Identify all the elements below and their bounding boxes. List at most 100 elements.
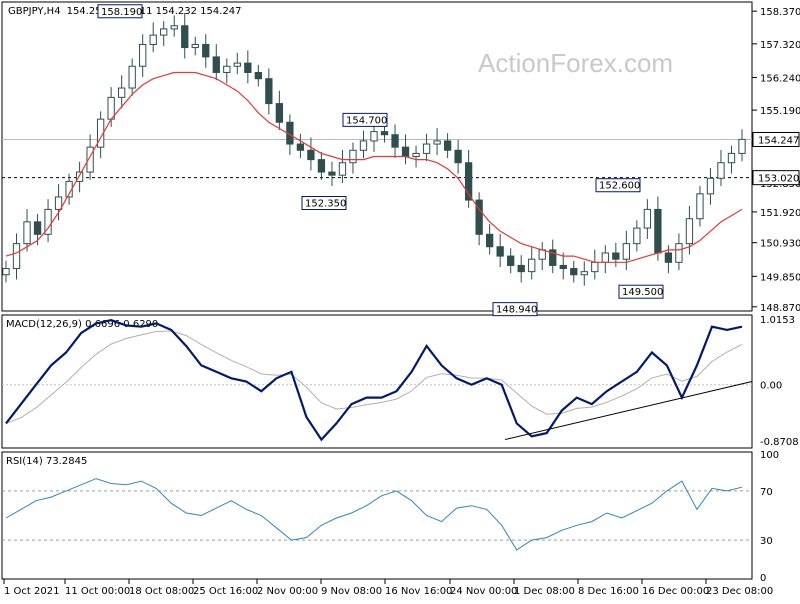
price-tick-label: 150.930 <box>760 239 800 250</box>
candle-body <box>496 246 504 257</box>
candle-body <box>12 243 21 270</box>
price-annotation-label: 152.600 <box>599 181 640 192</box>
candle-body <box>633 227 641 245</box>
rsi-panel-frame <box>1 451 753 580</box>
candle-body <box>591 261 599 273</box>
price-annotation-label: 152.350 <box>305 199 346 210</box>
candle-body <box>223 65 231 73</box>
candle-body <box>454 149 462 164</box>
candle-body <box>139 43 147 67</box>
candle-body <box>538 249 546 260</box>
support-price-label: 153.020 <box>758 174 799 185</box>
candle-body <box>23 221 31 245</box>
candle-body <box>380 131 389 136</box>
candle-body <box>528 258 536 273</box>
rsi-layer <box>5 478 743 551</box>
candle-body <box>296 143 305 151</box>
candle-body <box>202 43 210 58</box>
price-title: GBPJPY,H4 154.258 154.311 154.232 154.247 <box>8 6 242 17</box>
candle-body <box>486 233 494 248</box>
x-tick-label: 2 Nov 00:00 <box>257 586 318 597</box>
candle-body <box>191 43 199 49</box>
candle-body <box>412 152 420 158</box>
x-tick-label: 23 Dec 08:00 <box>706 586 773 597</box>
candle-body <box>244 62 252 73</box>
macd-line <box>5 319 743 442</box>
candle-body <box>160 28 168 36</box>
price-annotation-label: 148.940 <box>496 305 537 316</box>
candle-body <box>275 103 284 123</box>
candle-body <box>622 243 630 260</box>
macd-signal-line <box>5 330 743 424</box>
candle-body <box>664 252 673 263</box>
candle-body <box>559 264 567 270</box>
current-price-box <box>752 131 800 147</box>
candle-body <box>675 243 683 263</box>
rsi-title: RSI(14) 73.2845 <box>6 456 87 467</box>
macd-trend-line <box>504 381 753 441</box>
price-annotation-label: 158.190 <box>101 7 142 18</box>
candle-body <box>464 162 473 201</box>
candle-body <box>422 143 431 154</box>
candle-body <box>570 268 578 276</box>
price-tick-label: 148.870 <box>760 303 800 314</box>
rsi-tick-label: 30 <box>760 536 773 547</box>
candle-body <box>727 152 736 164</box>
current-price-label: 154.247 <box>758 135 799 146</box>
candle-body <box>706 177 715 195</box>
candle-body <box>549 249 557 266</box>
candle-body <box>685 218 694 245</box>
x-tick-label: 11 Oct 00:00 <box>65 586 130 597</box>
x-tick-label: 18 Oct 08:00 <box>129 586 194 597</box>
candle-body <box>33 221 42 235</box>
candle-body <box>338 162 347 176</box>
candle-body <box>118 87 126 98</box>
candle-body <box>643 208 652 229</box>
support-price-box <box>752 170 800 186</box>
price-layer: 158.190 154.700 152.350 152.600 148.940 149.5… <box>2 4 746 317</box>
candle-body <box>517 264 525 273</box>
price-annotation-box <box>342 112 388 127</box>
candle-body <box>317 159 326 173</box>
price-annotation-box <box>618 284 664 299</box>
x-tick-label: 24 Nov 00:00 <box>450 586 517 597</box>
candle-body <box>717 162 725 179</box>
candle-body <box>149 34 157 45</box>
candle-body <box>370 131 378 142</box>
rsi-line <box>5 478 743 551</box>
candle-body <box>580 271 588 276</box>
x-tick-label: 25 Oct 16:00 <box>193 586 258 597</box>
candle-body <box>328 171 336 176</box>
candle-body <box>75 171 84 182</box>
price-annotation-box <box>301 196 347 211</box>
price-tick-label: 157.320 <box>760 40 800 51</box>
candle-body <box>254 71 262 80</box>
candle-body <box>170 25 178 30</box>
candle-body <box>391 134 399 148</box>
candle-body <box>507 255 515 266</box>
candle-body <box>654 208 662 254</box>
axes-layer: 158.370157.320156.240155.190152.850151.9… <box>3 7 800 597</box>
x-tick-label: 8 Dec 16:00 <box>578 586 639 597</box>
price-panel-frame <box>1 1 753 312</box>
candle-body <box>349 149 357 164</box>
price-annotation-label: 154.700 <box>346 115 387 126</box>
x-tick-label: 16 Nov 16:00 <box>385 586 452 597</box>
price-tick-label: 155.190 <box>760 106 800 117</box>
price-annotation-box <box>492 302 538 317</box>
candle-body <box>86 146 94 173</box>
price-tick-label: 156.240 <box>760 73 800 84</box>
candle-body <box>2 268 10 276</box>
candle-body <box>128 65 136 89</box>
macd-panel-frame <box>1 314 753 449</box>
x-tick-label: 9 Nov 08:00 <box>321 586 382 597</box>
candle-body <box>181 25 189 49</box>
macd-tick-label: 0.00 <box>760 381 782 392</box>
rsi-tick-label: 0 <box>760 573 766 584</box>
candle-body <box>601 252 609 263</box>
price-annotation-label: 149.500 <box>622 287 663 298</box>
price-tick-label: 158.370 <box>760 7 800 18</box>
macd-tick-label: -0.8708 <box>760 437 799 448</box>
candle-body <box>696 193 704 220</box>
macd-layer <box>5 319 753 442</box>
